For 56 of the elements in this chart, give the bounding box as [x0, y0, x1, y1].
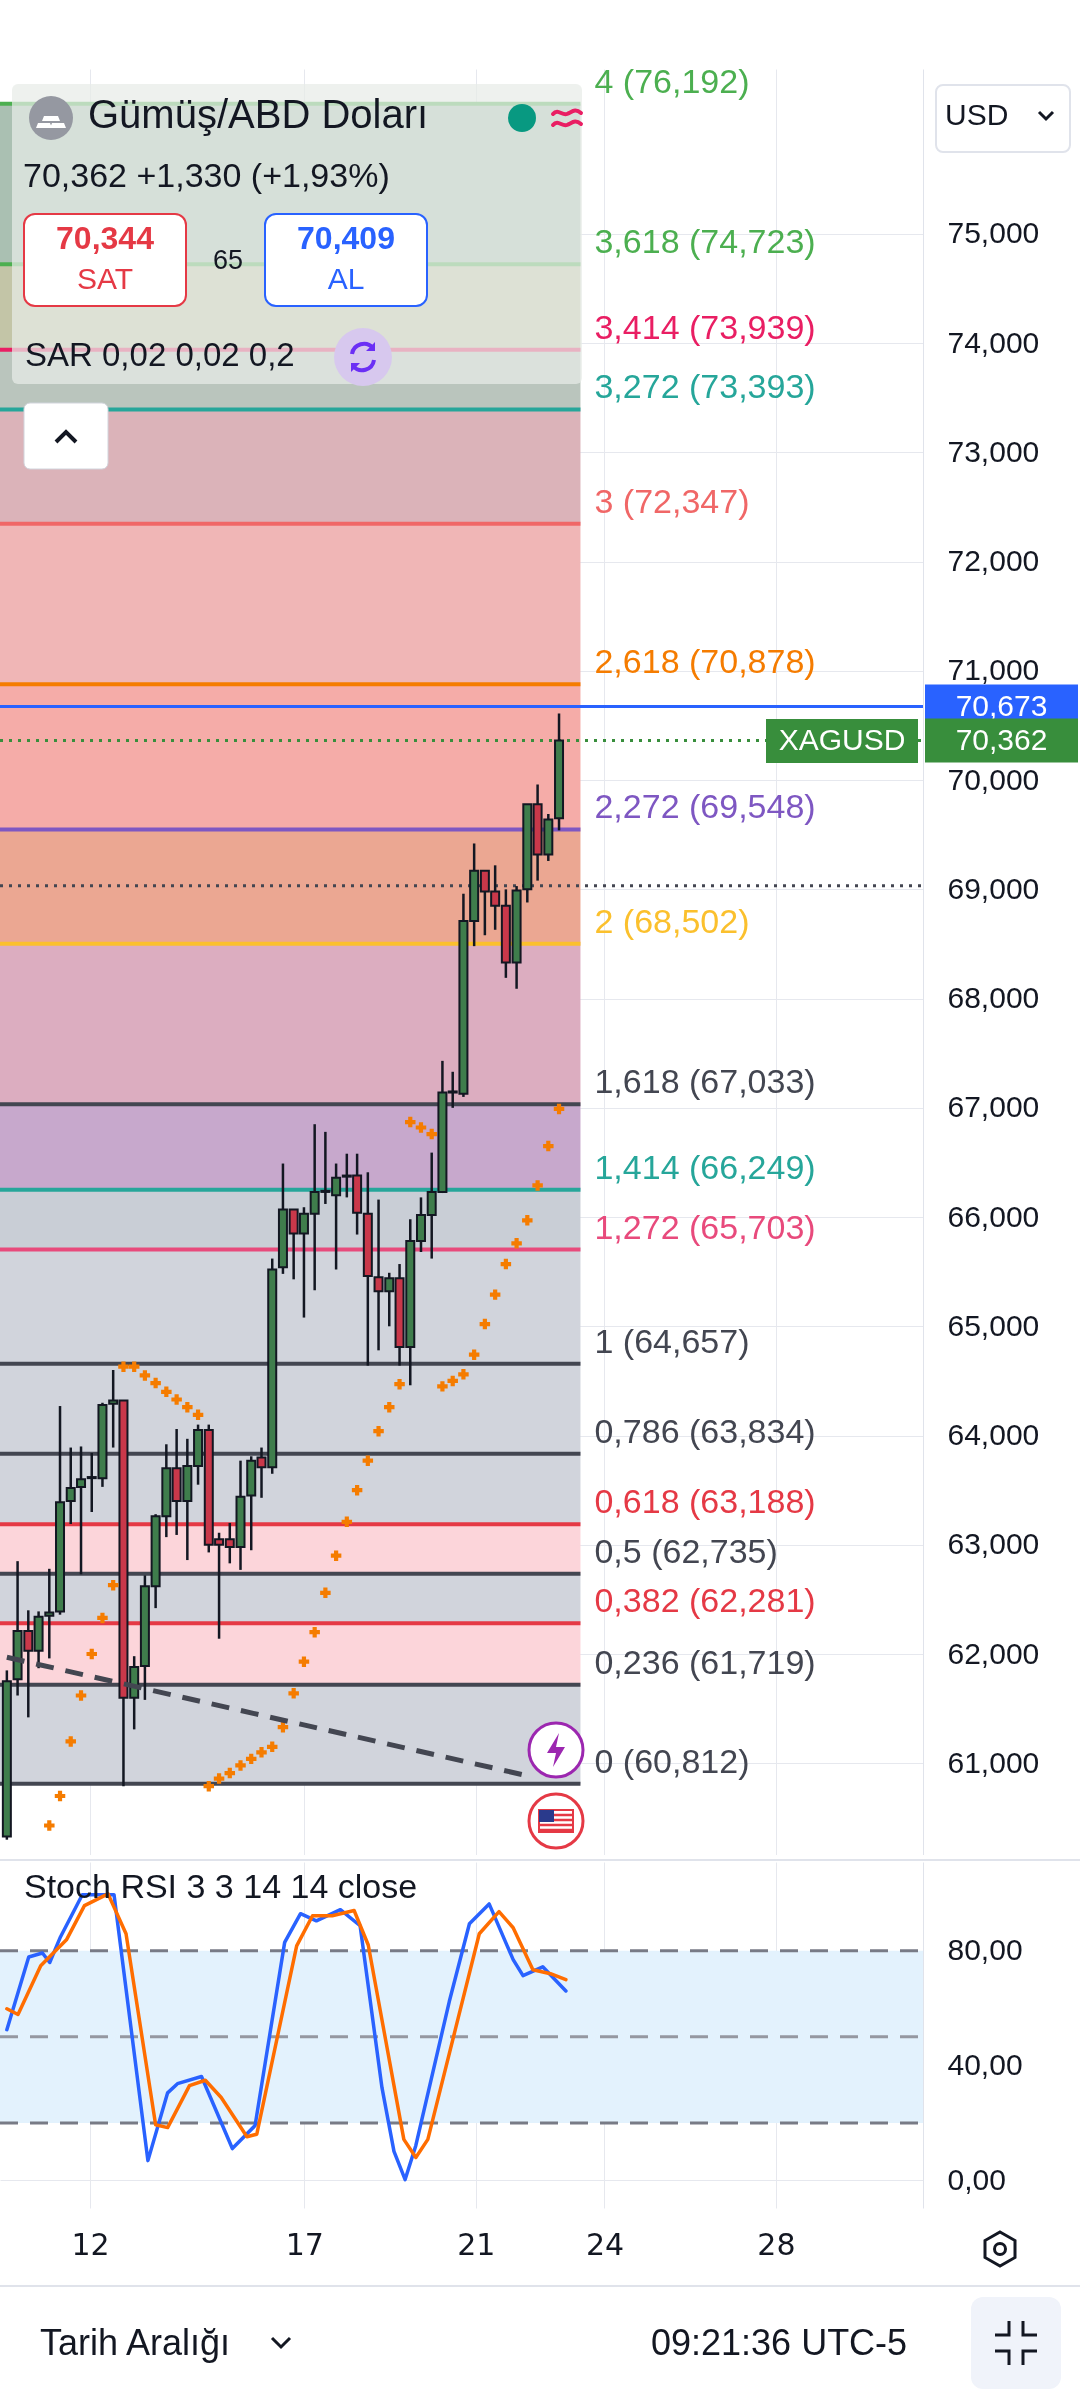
ref-line-label: 70,362 [955, 722, 1048, 756]
annotation: AL [326, 262, 366, 296]
x-tick-label: 28 [757, 2226, 796, 2262]
ref-line-label: 3,618 (74,723) [594, 222, 816, 261]
ref-line-label: 0,618 (63,188) [594, 1482, 816, 1521]
y-tick-label: 64,000 [947, 1418, 1040, 1452]
ref-line-label: 2,618 (70,878) [594, 642, 816, 681]
ref-line-label: 2,272 (69,548) [594, 787, 816, 826]
annotation: 70,409 [296, 220, 396, 257]
y-tick-label: 73,000 [947, 434, 1040, 468]
y-tick-label: 63,000 [947, 1527, 1040, 1561]
y-tick-label: 69,000 [947, 871, 1040, 905]
text: Tarih Aralığı [40, 2322, 231, 2364]
text: 09:21:36 UTC-5 [651, 2322, 908, 2364]
y-tick-label: 40,00 [947, 2048, 1023, 2082]
ref-line-label: 1,272 (65,703) [594, 1207, 816, 1246]
annotation: 65 [211, 245, 244, 276]
ref-line-label: 3,272 (73,393) [594, 367, 816, 406]
y-tick-label: 75,000 [947, 216, 1040, 250]
ref-line-label: 0,786 (63,834) [594, 1411, 816, 1450]
y-tick-label: 70,000 [947, 762, 1040, 796]
y-tick-label: 65,000 [947, 1308, 1040, 1342]
chart-title: Stoch RSI 3 3 14 14 close [24, 1867, 418, 1905]
ref-line-label: 70,673 [955, 688, 1048, 722]
ref-line-label: 1,618 (67,033) [594, 1062, 816, 1101]
y-tick-label: 74,000 [947, 325, 1040, 359]
ref-line-label: 0 (60,812) [594, 1741, 750, 1780]
annotation: XAGUSD [777, 723, 907, 757]
y-tick-label: 71,000 [947, 653, 1040, 687]
text: Gümüş/ABD Doları [88, 92, 429, 137]
ref-line-label: 0,236 (61,719) [594, 1642, 816, 1681]
x-tick-label: 17 [285, 2226, 324, 2262]
y-tick-label: 62,000 [947, 1636, 1040, 1670]
ref-line-label: 2 (68,502) [594, 901, 750, 940]
ref-line-label: 0,5 (62,735) [594, 1531, 778, 1570]
annotation: SAT [75, 262, 135, 296]
annotation: SAR 0,02 0,02 0,2 [25, 336, 295, 374]
x-tick-label: 24 [585, 2226, 625, 2262]
ref-line-label: 3 (72,347) [594, 481, 750, 520]
text: USD [945, 98, 1009, 132]
ref-line-label: 0,382 (62,281) [594, 1581, 816, 1620]
y-tick-label: 61,000 [947, 1745, 1040, 1779]
y-tick-label: 80,00 [947, 1933, 1023, 1967]
ref-line-label: 1,414 (66,249) [594, 1147, 816, 1186]
y-tick-label: 72,000 [947, 544, 1040, 578]
ref-line-label: 3,414 (73,939) [594, 307, 816, 346]
y-tick-label: 0,00 [947, 2162, 1006, 2196]
ref-line-label: 1 (64,657) [594, 1321, 750, 1360]
annotation: 70,344 [55, 220, 155, 257]
x-tick-label: 12 [71, 2226, 110, 2262]
ref-line-label: 4 (76,192) [594, 61, 750, 100]
x-tick-label: 21 [457, 2226, 496, 2262]
y-tick-label: 68,000 [947, 981, 1040, 1015]
y-tick-label: 66,000 [947, 1199, 1040, 1233]
text: 70,362 +1,330 (+1,93%) [23, 156, 390, 195]
y-tick-label: 67,000 [947, 1090, 1040, 1124]
